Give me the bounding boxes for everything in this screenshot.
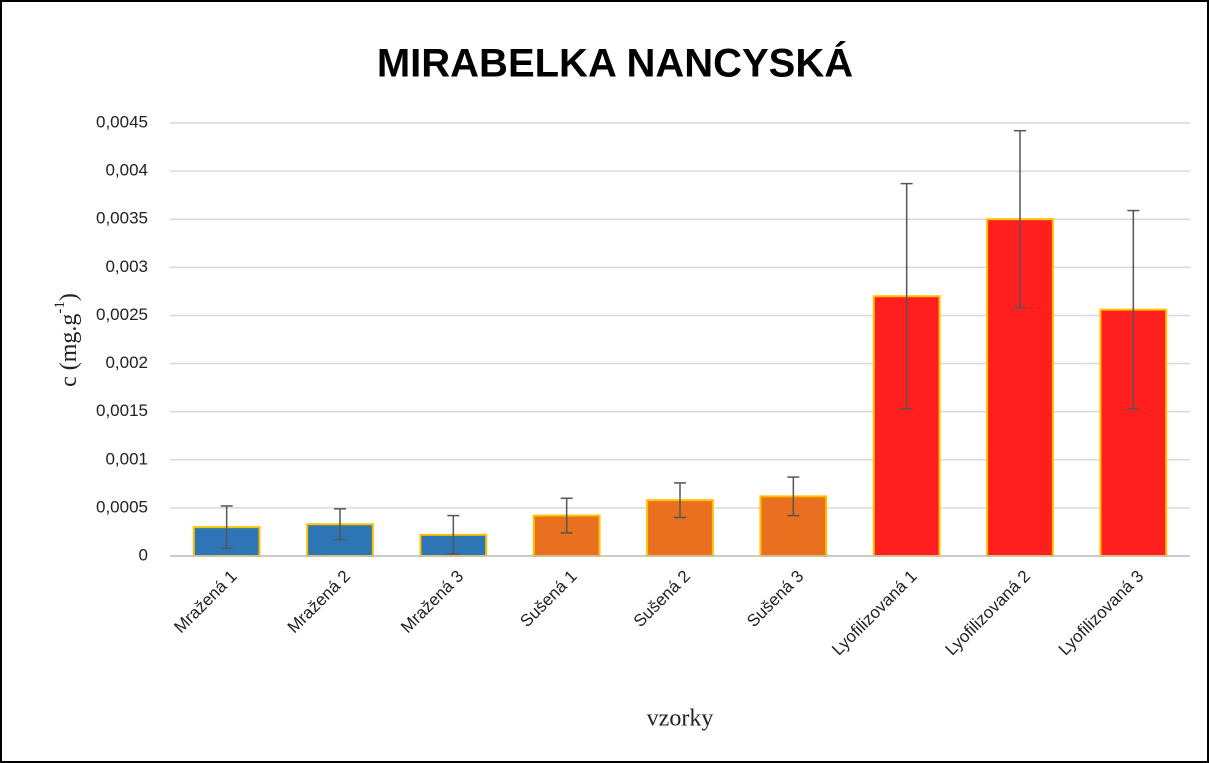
- x-tick-label: Mražená 3: [397, 567, 467, 637]
- x-tick-label: Sušená 2: [630, 567, 694, 631]
- y-tick-label: 0,0035: [96, 209, 148, 228]
- x-tick-label: Mražená 1: [170, 567, 240, 637]
- y-tick-label: 0,002: [105, 353, 148, 372]
- chart-title: MIRABELKA NANCYSKÁ: [377, 41, 853, 86]
- y-axis-label: c (mg.g-1): [52, 293, 81, 387]
- y-tick-label: 0,0015: [96, 401, 148, 420]
- y-tick-label: 0,0025: [96, 305, 148, 324]
- y-tick-label: 0,0005: [96, 497, 148, 516]
- x-tick-label: Sušená 1: [516, 567, 580, 631]
- y-tick-label: 0,004: [105, 161, 148, 180]
- y-label-text: c (mg.g: [56, 314, 82, 387]
- x-tick-label: Sušená 3: [743, 567, 807, 631]
- x-tick-label: Lyofilizovaná 1: [828, 567, 921, 660]
- x-axis-label: vzorky: [647, 706, 714, 732]
- bar: [872, 295, 941, 557]
- y-tick-label: 0: [139, 545, 148, 564]
- x-tick-label: Lyofilizovaná 2: [941, 567, 1034, 660]
- x-tick-label: Mražená 2: [284, 567, 354, 637]
- y-label-sup: -1: [52, 301, 68, 314]
- y-tick-label: 0,003: [105, 257, 148, 276]
- y-tick-label: 0,0045: [96, 112, 148, 131]
- y-tick-label: 0,001: [105, 449, 148, 468]
- y-label-text: ): [56, 293, 82, 301]
- x-tick-label: Lyofilizovaná 3: [1055, 567, 1148, 660]
